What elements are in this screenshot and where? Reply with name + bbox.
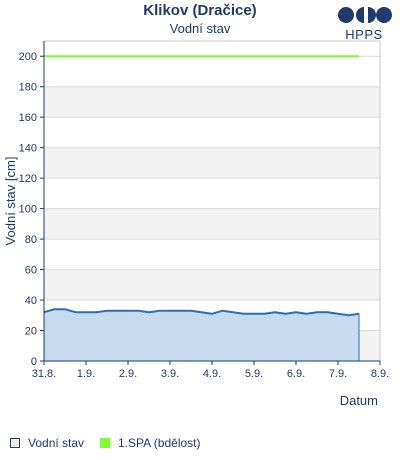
x-tick-label: 7.9. [329,368,347,380]
y-tick-label: 120 [19,173,37,185]
y-tick-label: 40 [25,295,37,307]
x-tick-label: 4.9. [203,368,221,380]
y-axis-label: Vodní stav [cm] [3,157,18,246]
x-tick-label: 1.9. [77,368,95,380]
chart-subtitle: Vodní stav [169,21,231,36]
legend-label-spa: 1.SPA (bdělost) [118,436,201,450]
grid-band [44,86,380,118]
grid-band [44,208,380,240]
x-axis-label: Datum [340,393,378,408]
grid-band [44,269,380,301]
x-tick-label: 8.9. [371,368,389,380]
y-tick-label: 20 [25,326,37,338]
hpps-logo: HPPS [334,6,394,42]
y-tick-label: 100 [19,204,37,216]
grid-band [44,147,380,179]
y-tick-label: 0 [31,356,37,368]
chart-title: Klikov (Dračice) [143,2,257,19]
logo-icon [338,7,392,23]
y-tick-label: 80 [25,234,37,246]
x-tick-label: 6.9. [287,368,305,380]
legend-swatch-spa [100,438,110,448]
legend-label-level: Vodní stav [28,436,85,450]
y-tick-label: 140 [19,143,37,155]
x-tick-label: 2.9. [119,368,137,380]
x-tick-label: 3.9. [161,368,179,380]
legend-swatch-level [10,438,20,448]
y-tick-label: 180 [19,82,37,94]
level-area [44,309,359,361]
y-tick-label: 200 [19,51,37,63]
legend-item-level[interactable]: Vodní stav [10,436,84,450]
level-line [43,308,360,317]
x-tick-label: 31.8. [32,368,56,380]
legend-item-spa[interactable]: 1.SPA (bdělost) [100,436,201,450]
x-tick-label: 5.9. [245,368,263,380]
logo-text: HPPS [345,27,383,42]
y-tick-label: 160 [19,112,37,124]
y-tick-label: 60 [25,265,37,277]
grid-band [44,41,380,57]
